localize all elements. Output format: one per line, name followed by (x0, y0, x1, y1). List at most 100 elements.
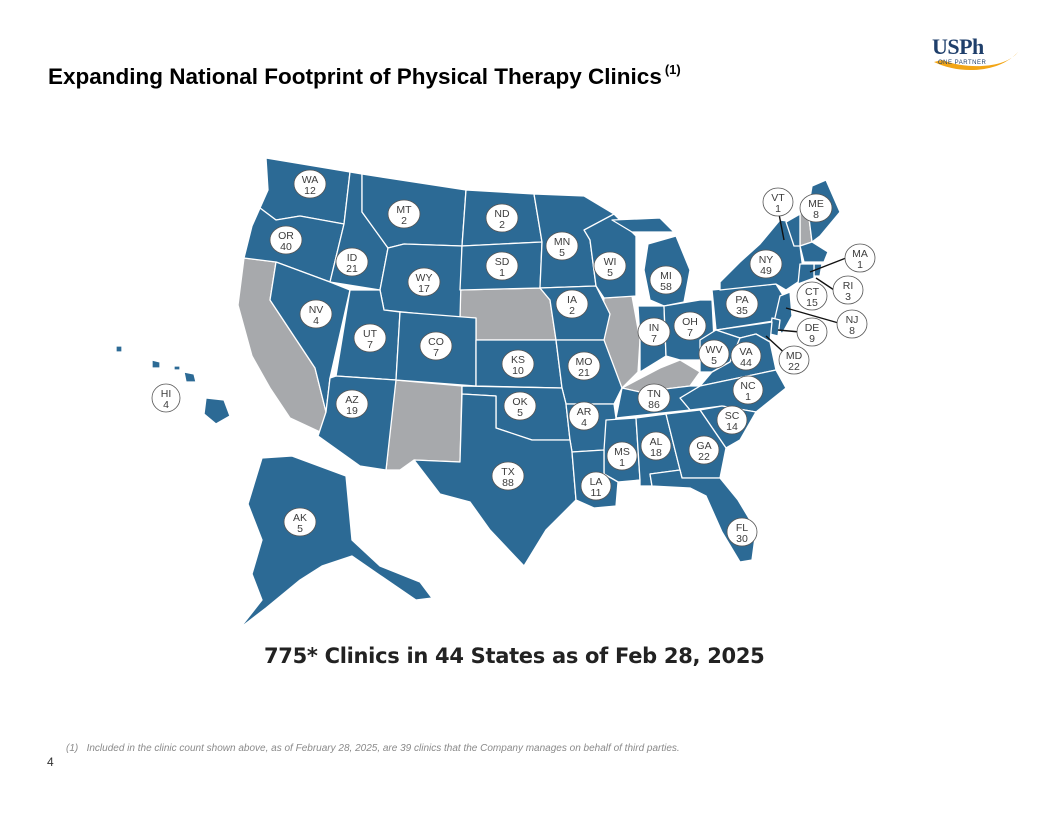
svg-text:4: 4 (313, 315, 319, 327)
svg-text:1: 1 (857, 259, 863, 271)
label-mt: MT2 (387, 199, 421, 229)
svg-text:WI: WI (604, 256, 617, 268)
svg-text:5: 5 (559, 247, 565, 259)
leader-line-ri (815, 277, 835, 291)
page-number: 4 (47, 755, 54, 769)
svg-text:SC: SC (725, 410, 740, 422)
svg-text:IA: IA (567, 294, 577, 306)
svg-text:4: 4 (581, 417, 587, 429)
state-ma (799, 241, 829, 263)
svg-text:40: 40 (280, 241, 292, 253)
logo-swoosh-icon (934, 52, 1018, 71)
svg-text:NY: NY (759, 254, 774, 266)
svg-text:2: 2 (569, 305, 575, 317)
svg-text:LA: LA (590, 476, 603, 488)
label-nc: NC1 (732, 375, 764, 405)
leader-line-ma (809, 257, 847, 273)
state-hi (115, 345, 231, 425)
svg-text:88: 88 (502, 477, 514, 489)
svg-text:AL: AL (650, 436, 663, 448)
label-ut: UT7 (353, 323, 387, 353)
svg-text:WY: WY (416, 272, 433, 284)
svg-text:OR: OR (278, 230, 294, 242)
svg-text:KS: KS (511, 354, 525, 366)
page-title-text: Expanding National Footprint of Physical… (48, 64, 662, 89)
label-ms: MS1 (606, 441, 638, 471)
svg-text:VT: VT (771, 192, 785, 204)
svg-text:VA: VA (739, 346, 752, 358)
svg-text:2: 2 (401, 215, 407, 227)
svg-text:30: 30 (736, 533, 748, 545)
svg-text:1: 1 (775, 203, 781, 215)
label-sd: SD1 (485, 251, 519, 281)
leader-line-de (777, 329, 801, 333)
svg-text:5: 5 (607, 267, 613, 279)
svg-text:1: 1 (499, 267, 505, 279)
svg-text:8: 8 (813, 209, 819, 221)
label-ia: IA2 (555, 289, 589, 319)
svg-text:DE: DE (805, 322, 820, 334)
label-ma: MA1 (844, 243, 876, 273)
svg-text:14: 14 (726, 421, 738, 433)
label-vt: VT1 (762, 187, 794, 217)
svg-text:58: 58 (660, 281, 672, 293)
svg-text:21: 21 (578, 367, 590, 379)
footnote-marker: (1) (66, 743, 79, 754)
svg-text:1: 1 (745, 391, 751, 403)
state-az (317, 375, 397, 471)
svg-text:15: 15 (806, 297, 818, 309)
svg-text:5: 5 (517, 407, 523, 419)
svg-text:17: 17 (418, 283, 430, 295)
svg-text:10: 10 (512, 365, 524, 377)
state-ak (239, 455, 433, 629)
svg-text:HI: HI (161, 388, 172, 400)
svg-text:MS: MS (614, 446, 630, 458)
svg-text:86: 86 (648, 399, 660, 411)
state-fl (649, 469, 757, 563)
logo-tagline: ONE PARTNER (938, 60, 987, 66)
svg-text:ND: ND (494, 208, 510, 220)
svg-text:OH: OH (682, 316, 698, 328)
label-nj: NJ8 (836, 309, 868, 339)
label-ok: OK5 (503, 391, 537, 421)
svg-text:MI: MI (660, 270, 672, 282)
svg-text:AK: AK (293, 512, 307, 524)
label-hi: HI4 (151, 383, 181, 413)
svg-text:TN: TN (647, 388, 661, 400)
svg-text:7: 7 (651, 333, 657, 345)
svg-text:FL: FL (736, 522, 748, 534)
svg-text:CT: CT (805, 286, 820, 298)
svg-text:22: 22 (698, 451, 710, 463)
svg-text:MT: MT (396, 204, 412, 216)
svg-text:3: 3 (845, 291, 851, 303)
svg-text:MO: MO (576, 356, 593, 368)
label-mn: MN5 (545, 231, 579, 261)
svg-text:5: 5 (711, 355, 717, 367)
svg-text:SD: SD (495, 256, 510, 268)
leader-line-vt (778, 213, 785, 241)
svg-text:35: 35 (736, 305, 748, 317)
svg-text:2: 2 (499, 219, 505, 231)
svg-text:4: 4 (163, 399, 169, 411)
logo-wordmark: USPh (932, 34, 984, 59)
label-ri: RI3 (832, 275, 864, 305)
svg-text:MD: MD (786, 350, 803, 362)
svg-text:18: 18 (650, 447, 662, 459)
